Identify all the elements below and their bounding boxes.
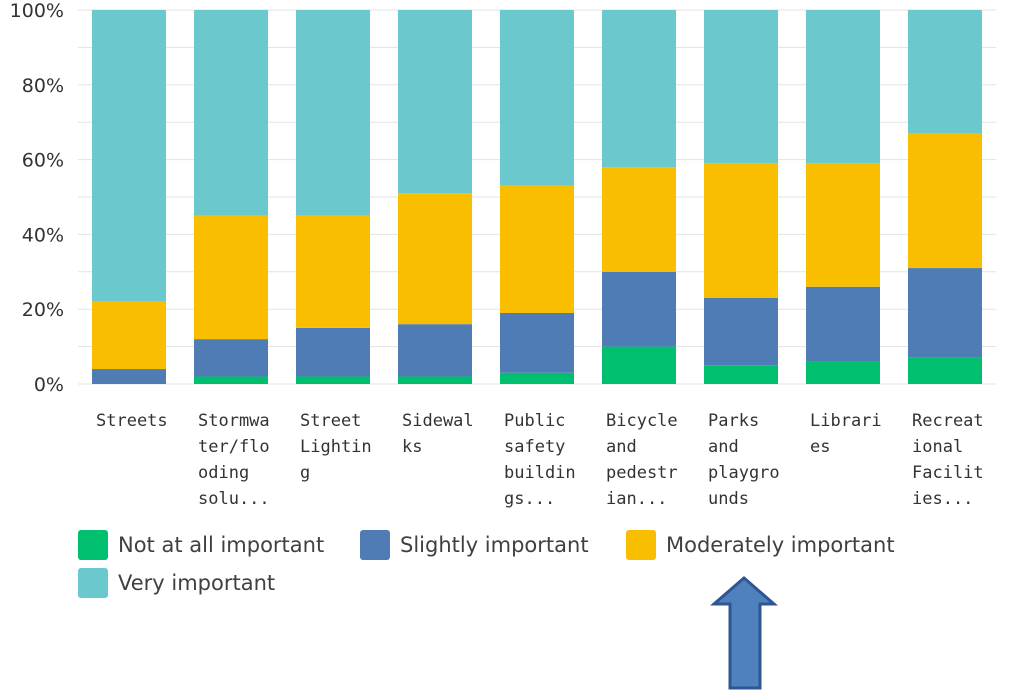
- bar-segment: [194, 215, 268, 340]
- bar-segment: [806, 163, 880, 287]
- bar-segment: [398, 324, 472, 377]
- bar-segment: [194, 376, 268, 384]
- bar-segment: [398, 193, 472, 325]
- x-tick-label: Streets: [96, 411, 168, 431]
- bar-segment: [602, 167, 676, 272]
- bar-segment: [908, 357, 982, 384]
- x-tick-label-line: Facilit: [912, 463, 984, 483]
- bar-segment: [704, 163, 778, 298]
- x-tick-label-line: Streets: [96, 411, 168, 431]
- bar-segment: [92, 10, 166, 302]
- x-tick-label-line: Stormwa: [198, 411, 270, 431]
- x-tick-label-line: Street: [300, 411, 361, 431]
- bar-segment: [806, 286, 880, 362]
- bar-segment: [704, 10, 778, 164]
- bar-segment: [398, 10, 472, 194]
- x-tick-label-line: es: [810, 437, 830, 457]
- x-tick-label: Bicycle and pedestr ian...: [606, 411, 678, 509]
- legend-swatch: [78, 568, 108, 598]
- arrow-shape: [709, 576, 779, 690]
- x-tick-label: Street Lightin g: [300, 411, 372, 483]
- x-tick-label-line: safety: [504, 437, 565, 457]
- legend-label: Moderately important: [666, 533, 895, 557]
- legend-item-slightly: Slightly important: [360, 530, 589, 560]
- x-tick-label-line: oding: [198, 463, 249, 483]
- legend-label: Very important: [118, 571, 276, 595]
- bar-segment: [908, 10, 982, 134]
- bar-segment: [92, 301, 166, 370]
- x-tick-label-line: buildin: [504, 463, 576, 483]
- y-tick-label: 60%: [22, 150, 64, 172]
- bar-segment: [500, 372, 574, 384]
- y-tick-label: 20%: [22, 299, 64, 321]
- bar-segment: [500, 185, 574, 313]
- legend-swatch: [78, 530, 108, 560]
- legend-item-moderately: Moderately important: [626, 530, 895, 560]
- legend-item-very: Very important: [78, 568, 275, 598]
- legend-label: Slightly important: [400, 533, 589, 557]
- bar-segment: [398, 376, 472, 384]
- x-tick-label-line: ian...: [606, 489, 667, 509]
- x-tick-label: Parks and playgro unds: [708, 411, 780, 509]
- bar-segment: [194, 339, 268, 377]
- x-tick-label: Sidewal ks: [402, 411, 474, 457]
- x-tick-label-line: Librari: [810, 411, 882, 431]
- x-tick-label: Librari es: [810, 411, 882, 457]
- y-tick-label: 40%: [22, 224, 64, 246]
- x-tick-label-line: Public: [504, 411, 565, 431]
- x-tick-label-line: solu...: [198, 489, 270, 509]
- bar-segment: [296, 327, 370, 377]
- bar-segment: [704, 297, 778, 366]
- x-tick-label-line: Recreat: [912, 411, 984, 431]
- x-tick-label-line: pedestr: [606, 463, 678, 483]
- bar-segment: [92, 369, 166, 384]
- x-tick-label-line: and: [708, 437, 739, 457]
- bar-segment: [602, 346, 676, 384]
- y-axis: 0% 20% 40% 60% 80% 100%: [10, 0, 64, 396]
- x-tick-label-line: Bicycle: [606, 411, 678, 431]
- x-tick-label-line: unds: [708, 489, 749, 509]
- legend-item-not-at-all: Not at all important: [78, 530, 324, 560]
- x-tick-label-line: Parks: [708, 411, 759, 431]
- x-tick-label: Recreat ional Facilit ies...: [912, 411, 984, 509]
- x-tick-label: Stormwa ter/flo oding solu...: [198, 411, 270, 509]
- legend-label: Not at all important: [118, 533, 325, 557]
- y-tick-label: 80%: [22, 75, 64, 97]
- bar-segment: [194, 10, 268, 216]
- x-tick-label-line: ional: [912, 437, 963, 457]
- bar-segment: [806, 361, 880, 384]
- y-tick-label: 0%: [34, 374, 64, 396]
- bar-segment: [296, 10, 370, 216]
- x-tick-label-line: Lightin: [300, 437, 372, 457]
- x-tick-label-line: and: [606, 437, 637, 457]
- bar-segment: [602, 10, 676, 168]
- x-tick-label-line: ies...: [912, 489, 973, 509]
- legend-swatch: [360, 530, 390, 560]
- y-tick-label: 100%: [10, 0, 64, 22]
- x-tick-label-line: Sidewal: [402, 411, 474, 431]
- bar-segment: [296, 376, 370, 384]
- bars: [92, 10, 982, 384]
- x-tick-label: Public safety buildin gs...: [504, 411, 576, 509]
- bar-segment: [500, 312, 574, 373]
- bar-segment: [602, 271, 676, 347]
- bar-segment: [704, 365, 778, 384]
- bar-segment: [806, 10, 880, 164]
- x-axis: Streets Stormwa ter/flo oding solu... Street L…: [96, 411, 984, 509]
- bar-segment: [908, 133, 982, 269]
- bar-segment: [500, 10, 574, 186]
- x-tick-label-line: gs...: [504, 489, 555, 509]
- legend-swatch: [626, 530, 656, 560]
- bar-segment: [296, 215, 370, 328]
- x-tick-label-line: playgro: [708, 463, 780, 483]
- x-tick-label-line: g: [300, 463, 310, 483]
- x-tick-label-line: ks: [402, 437, 422, 457]
- x-tick-label-line: ter/flo: [198, 437, 270, 457]
- bar-segment: [908, 268, 982, 358]
